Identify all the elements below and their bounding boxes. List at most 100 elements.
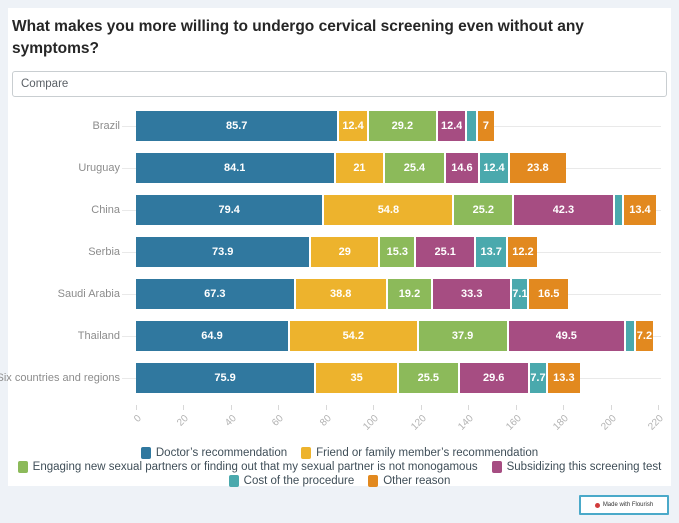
bar-segment-value: 7.7 <box>530 371 546 384</box>
bar-segment-value: 16.5 <box>537 287 560 300</box>
bar-segment-value: 73.9 <box>211 245 234 258</box>
bar-segment-value: 7.2 <box>636 329 653 342</box>
x-tick-mark <box>563 404 565 410</box>
bar-segment[interactable]: 35 <box>316 362 400 393</box>
legend-swatch-icon <box>368 474 379 487</box>
bar-segment[interactable]: 79.4 <box>136 194 325 225</box>
bar-segment[interactable]: 38.8 <box>295 278 388 309</box>
x-tick-label: 140 <box>456 412 476 433</box>
bar-segment[interactable]: 7.1 <box>512 278 530 309</box>
chart-row: Uruguay 84.1 21 25.4 14.6 12.4 23.8 <box>8 152 671 183</box>
legend-swatch-icon <box>140 446 151 459</box>
x-tick-label: 80 <box>317 412 334 429</box>
bar-segment[interactable]: 13.7 <box>475 236 509 267</box>
bar-segment[interactable]: 29 <box>311 236 381 267</box>
bar-segment[interactable]: 21 <box>335 152 386 183</box>
bar-segment-value: 14.6 <box>451 161 473 174</box>
legend-item[interactable]: Other reason <box>368 474 450 487</box>
bar-segment[interactable]: 85.7 <box>136 110 340 141</box>
x-tick-mark <box>420 404 422 410</box>
bar-segment-value: 21 <box>353 161 366 174</box>
bar-segment-value: 12.4 <box>441 119 463 132</box>
legend-item[interactable]: Engaging new sexual partners or finding … <box>17 460 478 473</box>
stacked-bar: 84.1 21 25.4 14.6 12.4 23.8 <box>136 152 567 183</box>
bar-segment[interactable]: 15.3 <box>380 236 417 267</box>
bar-segment[interactable]: 84.1 <box>136 152 336 183</box>
x-tick-mark <box>278 404 280 410</box>
bar-segment[interactable]: 25.4 <box>385 152 446 183</box>
bar-segment-value: 79.4 <box>218 203 240 216</box>
legend-item[interactable]: Cost of the procedure <box>228 474 354 487</box>
category-label: Serbia <box>88 245 120 258</box>
bar-segment-value: 84.1 <box>224 161 246 174</box>
bar-segment-value: 25.2 <box>472 203 494 216</box>
bar-segment[interactable]: 25.2 <box>454 194 515 225</box>
chart-row: Brazil 85.7 12.4 29.2 12.4 7 <box>8 110 671 141</box>
bar-segment-value: 54.2 <box>342 329 364 342</box>
bar-segment[interactable]: 25.5 <box>399 362 460 393</box>
bar-segment[interactable]: 73.9 <box>136 236 312 267</box>
chart-card: What makes you more willing to undergo c… <box>0 8 671 487</box>
bar-segment[interactable]: 49.5 <box>508 320 626 351</box>
flourish-badge[interactable]: Made with Flourish <box>579 495 669 515</box>
bar-segment[interactable]: 25.1 <box>416 236 476 267</box>
bar-segment-value: 29.6 <box>483 371 505 384</box>
bar-segment[interactable]: 12.4 <box>339 110 369 141</box>
legend-item[interactable]: Friend or family member’s recommendation <box>301 446 539 459</box>
x-tick-mark <box>136 404 137 410</box>
bar-segment-value: 75.9 <box>214 371 236 384</box>
bar-segment[interactable]: 33.3 <box>433 278 513 309</box>
bar-segment[interactable]: 67.3 <box>136 278 296 309</box>
bar-segment[interactable]: 13.4 <box>624 194 656 225</box>
legend-item[interactable]: Doctor’s recommendation <box>140 446 287 459</box>
compare-input[interactable]: Compare <box>12 70 667 97</box>
bar-segment[interactable] <box>614 194 625 225</box>
bar-segment-value: 37.9 <box>451 329 474 342</box>
bar-segment[interactable]: 23.8 <box>509 152 567 183</box>
legend-swatch-icon <box>491 460 502 473</box>
bar-segment-value: 12.4 <box>483 161 505 174</box>
bar-segment[interactable]: 54.2 <box>289 320 419 351</box>
bar-segment[interactable]: 29.6 <box>459 362 530 393</box>
bar-segment[interactable]: 7 <box>477 110 495 141</box>
bar-segment[interactable]: 42.3 <box>514 194 615 225</box>
legend-item[interactable]: Subsidizing this screening test <box>491 460 662 473</box>
bar-segment-value: 7 <box>482 119 489 132</box>
bar-segment[interactable]: 13.3 <box>548 362 580 393</box>
bar-segment-value: 49.5 <box>555 329 577 342</box>
bar-segment-value: 33.3 <box>461 287 483 300</box>
bar-segment[interactable]: 64.9 <box>136 320 290 351</box>
bar-segment[interactable]: 7.7 <box>529 362 549 393</box>
bar-segment-value: 42.3 <box>552 203 575 216</box>
x-tick-label: 100 <box>361 412 382 433</box>
bar-segment[interactable]: 29.2 <box>368 110 439 141</box>
compare-placeholder: Compare <box>21 77 69 90</box>
bar-segment[interactable]: 54.8 <box>324 194 455 225</box>
legend-row: Cost of the procedure Other reason <box>228 474 450 487</box>
bar-segment[interactable]: 7.2 <box>635 320 653 351</box>
bar-segment[interactable]: 12.4 <box>438 110 468 141</box>
bar-segment[interactable] <box>625 320 636 351</box>
flourish-logo-icon <box>594 502 600 508</box>
legend-label: Friend or family member’s recommendation <box>316 446 539 459</box>
bar-segment[interactable]: 19.2 <box>387 278 434 309</box>
chart-row: Thailand 64.9 54.2 37.9 49.5 7.2 <box>8 320 671 351</box>
chart-row: China 79.4 54.8 25.2 42.3 13.4 <box>8 194 671 225</box>
x-tick-label: 120 <box>408 412 429 433</box>
bar-segment[interactable]: 12.4 <box>480 152 510 183</box>
category-label: Brazil <box>92 119 120 132</box>
bar-segment[interactable]: 14.6 <box>445 152 481 183</box>
bar-segment-value: 12.2 <box>512 245 534 258</box>
bar-segment[interactable]: 75.9 <box>136 362 317 393</box>
bar-segment[interactable] <box>467 110 478 141</box>
x-tick-label: 160 <box>503 412 524 433</box>
bar-segment[interactable]: 16.5 <box>529 278 569 309</box>
bar-segment[interactable]: 37.9 <box>418 320 509 351</box>
bar-segment-value: 67.3 <box>204 287 226 300</box>
x-tick-mark <box>468 404 470 410</box>
legend-label: Subsidizing this screening test <box>506 460 662 473</box>
bar-segment-value: 15.3 <box>386 245 408 258</box>
category-label: Uruguay <box>78 161 120 174</box>
bar-segment[interactable]: 12.2 <box>508 236 538 267</box>
x-tick-mark <box>658 404 659 410</box>
